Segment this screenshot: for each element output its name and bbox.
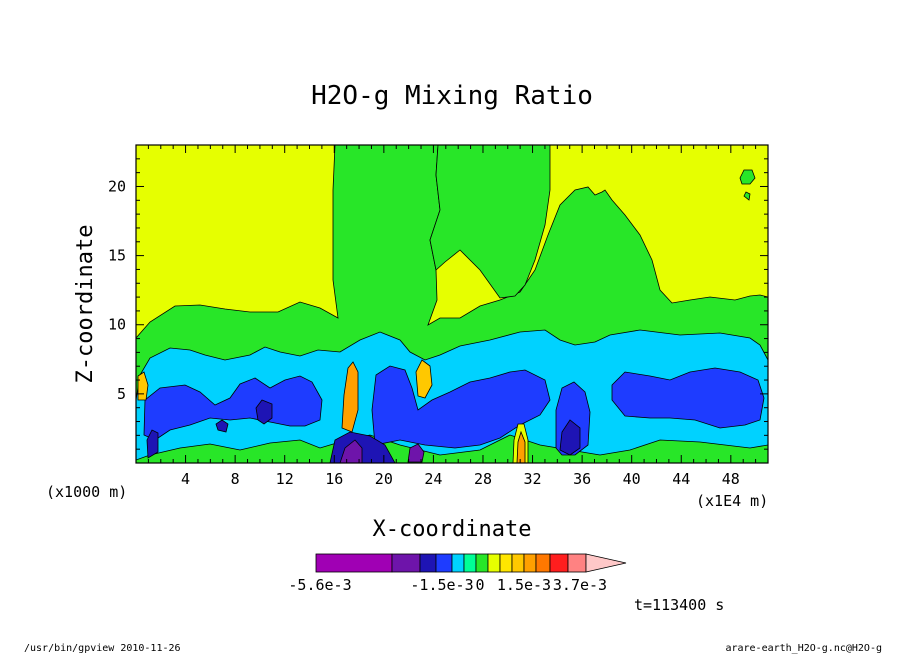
colorbar-swatch — [535, 553, 551, 573]
footer-left: /usr/bin/gpview 2010-11-26 — [24, 643, 181, 654]
colorbar-swatch — [523, 553, 537, 573]
y-tick-labels: 5 10 15 20 — [108, 177, 126, 402]
contour-orange-plume — [341, 361, 359, 433]
colorbar-swatch — [391, 553, 421, 573]
contour-purple-1 — [339, 439, 363, 463]
contour-green-dot — [743, 191, 751, 201]
x-tick-label: 20 — [375, 470, 393, 488]
colorbar-swatch — [463, 553, 477, 573]
x-tick-label: 12 — [276, 470, 294, 488]
x-tick-label: 4 — [181, 470, 190, 488]
x-tick-labels: 4 8 12 16 20 24 28 32 36 40 44 48 — [181, 470, 740, 488]
contour-orange-mid — [415, 359, 433, 399]
y-tick-label: 10 — [108, 316, 126, 334]
x-tick-label: 40 — [623, 470, 641, 488]
contour-purple-2 — [407, 443, 425, 463]
colorbar-swatch — [567, 553, 587, 573]
y-tick-label: 15 — [108, 247, 126, 265]
colorbar-label: -5.6e-3 — [288, 576, 351, 594]
colorbar-labels: -5.6e-3 -1.5e-3 0 1.5e-3 3.7e-3 — [288, 576, 607, 594]
y-axis-title: Z-coordinate — [73, 225, 98, 384]
colorbar-swatch — [419, 553, 437, 573]
x-tick-label: 48 — [722, 470, 740, 488]
contour-blue-right — [611, 367, 765, 429]
x-tick-label: 32 — [524, 470, 542, 488]
colorbar-swatch — [475, 553, 489, 573]
contour-blue-left — [143, 375, 323, 441]
x-unit-extra-label: (x1E4 m) — [696, 492, 768, 510]
colorbar — [315, 553, 627, 573]
contour-darkblue-3 — [559, 419, 581, 456]
colorbar-triangle — [585, 553, 627, 573]
time-label: t=113400 s — [634, 596, 724, 614]
chart-title: H2O-g Mixing Ratio — [311, 81, 593, 111]
x-tick-label: 8 — [231, 470, 240, 488]
colorbar-swatch — [499, 553, 513, 573]
contour-blue-center — [371, 365, 551, 449]
x-tick-label: 44 — [672, 470, 690, 488]
contour-green-upper — [335, 145, 551, 299]
colorbar-swatch — [511, 553, 525, 573]
contour-darkblue-1 — [146, 429, 159, 459]
colorbar-swatch — [549, 553, 569, 573]
x-axis-title: X-coordinate — [373, 517, 532, 542]
colorbar-swatch — [435, 553, 453, 573]
colorbar-label: 0 — [475, 576, 484, 594]
colorbar-label: 1.5e-3 — [497, 576, 551, 594]
x-tick-label: 36 — [573, 470, 591, 488]
y-tick-label: 20 — [108, 177, 126, 195]
x-tick-label: 28 — [474, 470, 492, 488]
colorbar-swatch — [487, 553, 501, 573]
x-unit-label: (x1000 m) — [46, 483, 127, 501]
x-tick-label: 24 — [424, 470, 442, 488]
contour-orange-spike — [516, 430, 526, 463]
colorbar-label: -1.5e-3 — [410, 576, 473, 594]
plot-frame — [135, 144, 769, 464]
colorbar-label: 3.7e-3 — [553, 576, 607, 594]
axis-ticks — [136, 145, 768, 463]
contour-darkblue-5 — [215, 419, 229, 433]
y-tick-label: 5 — [117, 385, 126, 403]
colorbar-swatch — [451, 553, 465, 573]
x-tick-label: 16 — [325, 470, 343, 488]
contour-field — [136, 145, 768, 463]
footer-right: arare-earth_H2O-g.nc@H2O-g — [725, 643, 882, 654]
colorbar-swatch — [315, 553, 393, 573]
contour-green-island — [739, 169, 756, 185]
contour-darkblue-2 — [255, 399, 273, 425]
